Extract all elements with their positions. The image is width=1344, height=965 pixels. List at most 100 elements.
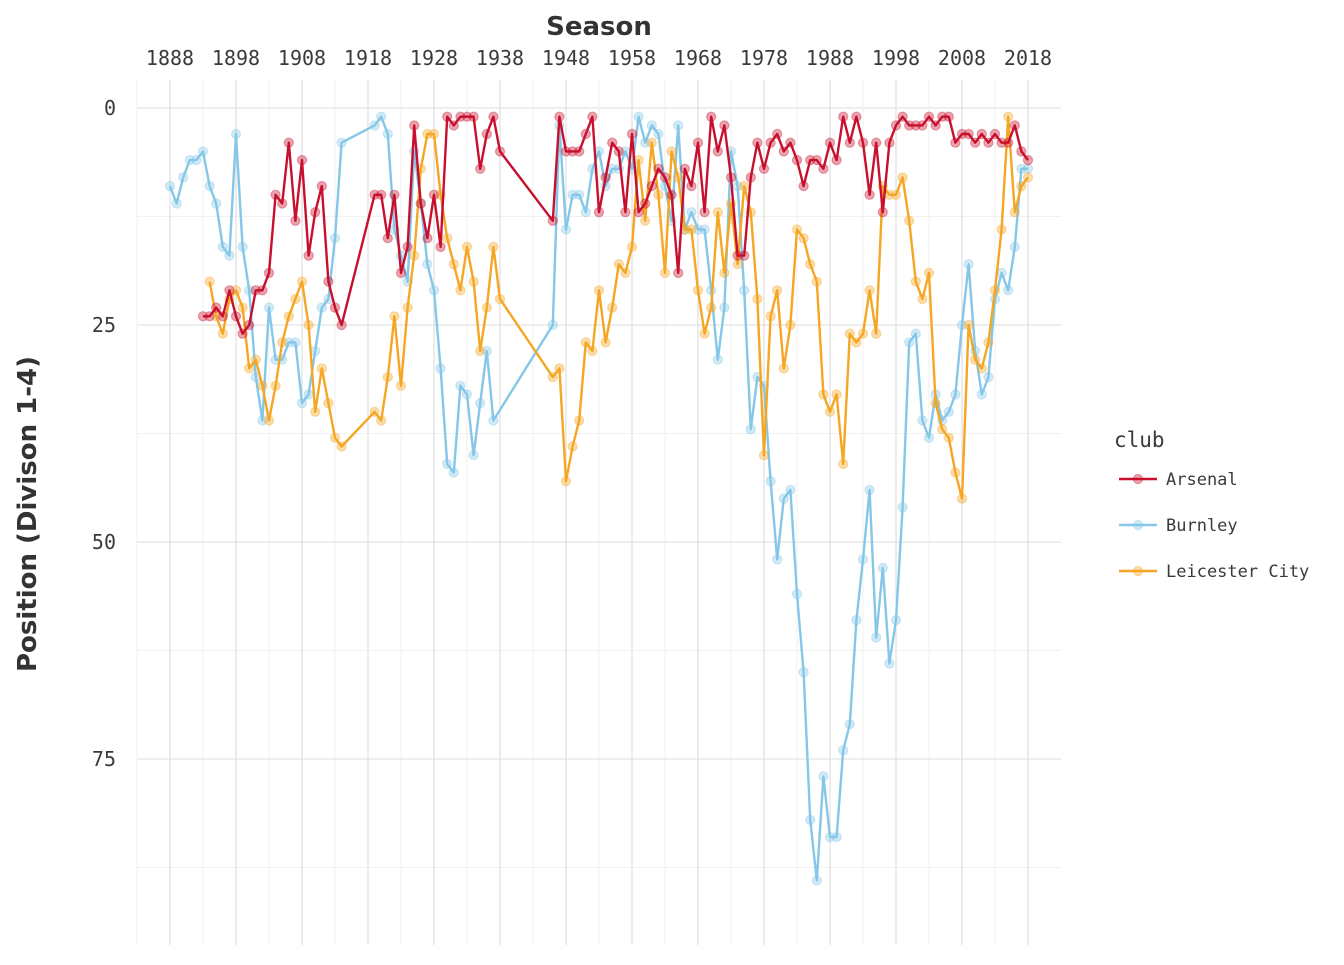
data-point [785, 319, 796, 331]
data-point [580, 206, 592, 218]
data-point [422, 259, 433, 270]
data-point [950, 389, 961, 400]
data-point [811, 154, 823, 166]
data-point [983, 337, 994, 348]
data-point [290, 293, 301, 305]
data-point [422, 232, 433, 244]
legend-item-arsenal: Arsenal [1119, 470, 1238, 490]
data-point [376, 415, 387, 426]
data-point [409, 250, 420, 261]
data-point [448, 259, 459, 270]
data-point [574, 415, 585, 426]
data-point [758, 450, 770, 461]
data-point [277, 337, 288, 348]
data-point [844, 137, 856, 148]
data-point [851, 614, 862, 626]
data-point [461, 111, 473, 122]
data-point [831, 154, 842, 166]
data-point [455, 380, 466, 391]
data-point [296, 276, 308, 287]
data-point [210, 302, 222, 313]
data-point [197, 311, 209, 322]
data-point [963, 319, 974, 331]
data-point [574, 146, 585, 157]
legend-label: Leicester City [1166, 562, 1309, 582]
data-point [956, 128, 968, 140]
y-tick-label: 75 [92, 747, 116, 771]
data-point [475, 345, 486, 357]
data-point [890, 189, 902, 200]
data-point [851, 111, 862, 122]
x-tick-label: 1888 [146, 46, 194, 70]
data-point [468, 276, 479, 287]
data-point [376, 111, 387, 122]
data-point [864, 484, 875, 496]
data-point [745, 424, 757, 435]
data-point [435, 241, 446, 253]
data-point [613, 259, 625, 270]
data-point [785, 484, 796, 496]
data-point [1022, 172, 1034, 183]
data-point [593, 206, 605, 218]
data-point [976, 389, 988, 400]
data-point [593, 285, 605, 296]
data-point [983, 371, 994, 383]
data-point [270, 380, 281, 391]
data-point [699, 224, 710, 235]
data-point [686, 180, 697, 192]
y-tick-label: 0 [104, 96, 116, 120]
data-point [243, 319, 255, 331]
data-point [890, 120, 902, 131]
data-point [626, 128, 638, 140]
data-point [191, 154, 202, 166]
data-point [824, 406, 836, 417]
data-point [204, 180, 215, 192]
data-point [303, 319, 314, 331]
data-point [699, 328, 710, 339]
data-point [917, 120, 928, 131]
data-point [204, 311, 215, 322]
data-point [778, 363, 790, 374]
data-point [310, 406, 321, 417]
data-point [1016, 146, 1027, 157]
data-point [455, 285, 466, 296]
data-point [844, 328, 856, 339]
series-burnley [164, 111, 1034, 886]
data-point [237, 241, 248, 253]
data-point [673, 172, 684, 183]
data-point [263, 267, 275, 279]
data-point [805, 814, 816, 826]
data-point [329, 302, 341, 313]
data-point [818, 389, 829, 400]
data-point [785, 137, 796, 148]
data-point [937, 424, 948, 435]
data-point [210, 311, 222, 322]
data-point [633, 111, 644, 122]
data-point [316, 363, 327, 374]
data-point [996, 137, 1007, 148]
data-point [395, 267, 407, 279]
data-point [224, 285, 235, 296]
data-point [798, 180, 809, 192]
data-point [481, 345, 492, 357]
data-point [488, 415, 499, 426]
data-point [336, 441, 347, 452]
data-point [336, 137, 347, 148]
data-point [270, 189, 281, 200]
data-point [1016, 180, 1027, 192]
data-point [415, 198, 426, 209]
data-point [699, 206, 710, 218]
x-tick-label: 1968 [674, 46, 722, 70]
data-point [719, 267, 730, 279]
data-point [765, 311, 776, 322]
data-point [428, 128, 440, 140]
y-tick-label: 50 [92, 530, 116, 554]
data-point [1022, 163, 1034, 174]
data-point [673, 120, 684, 131]
data-point [243, 285, 255, 296]
data-point [923, 111, 935, 122]
data-point [494, 293, 506, 305]
data-point [580, 128, 592, 140]
data-point [587, 111, 598, 122]
